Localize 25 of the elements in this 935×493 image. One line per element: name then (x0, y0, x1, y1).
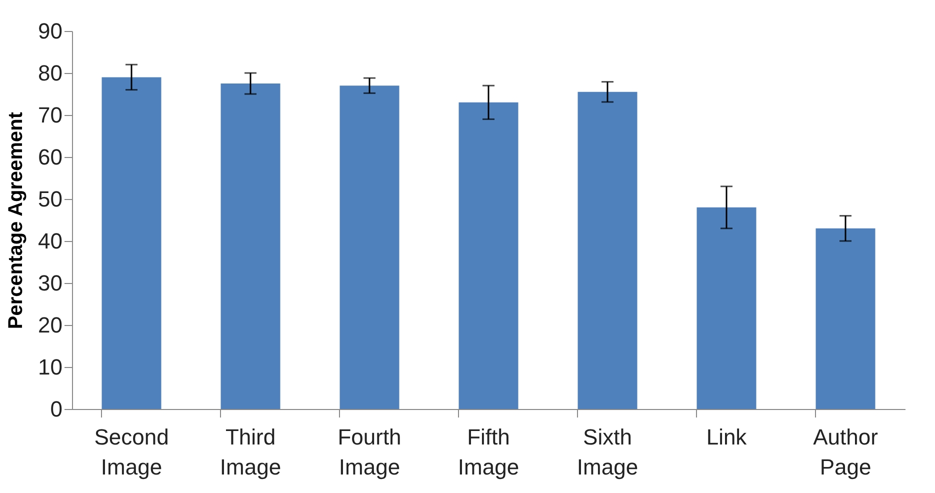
y-tick-label: 60 (38, 144, 62, 170)
bar (220, 84, 280, 409)
x-tick-label: Link (706, 424, 748, 450)
y-tick-label: 40 (38, 228, 62, 254)
y-tick-label: 20 (38, 312, 62, 338)
bar (340, 86, 400, 409)
x-tick-label: Second Image (94, 424, 169, 480)
bar (102, 77, 162, 409)
bar (578, 92, 638, 409)
bar (696, 207, 756, 409)
y-tick-label: 30 (38, 270, 62, 296)
y-tick-label: 80 (38, 60, 62, 86)
y-tick-label: 90 (38, 18, 62, 44)
x-tick-label: Author Page (813, 424, 878, 480)
bar (458, 102, 518, 409)
y-axis-title: Percentage Agreement (5, 112, 28, 330)
x-tick-label: Fifth Image (458, 424, 520, 480)
bar (816, 228, 876, 409)
y-tick-label: 0 (50, 396, 62, 422)
x-tick-label: Sixth Image (576, 424, 638, 480)
x-tick-label: Third Image (220, 424, 282, 480)
y-tick-label: 10 (38, 354, 62, 380)
y-tick-label: 50 (38, 186, 62, 212)
y-tick-label: 70 (38, 102, 62, 128)
x-tick-label: Fourth Image (338, 424, 402, 480)
